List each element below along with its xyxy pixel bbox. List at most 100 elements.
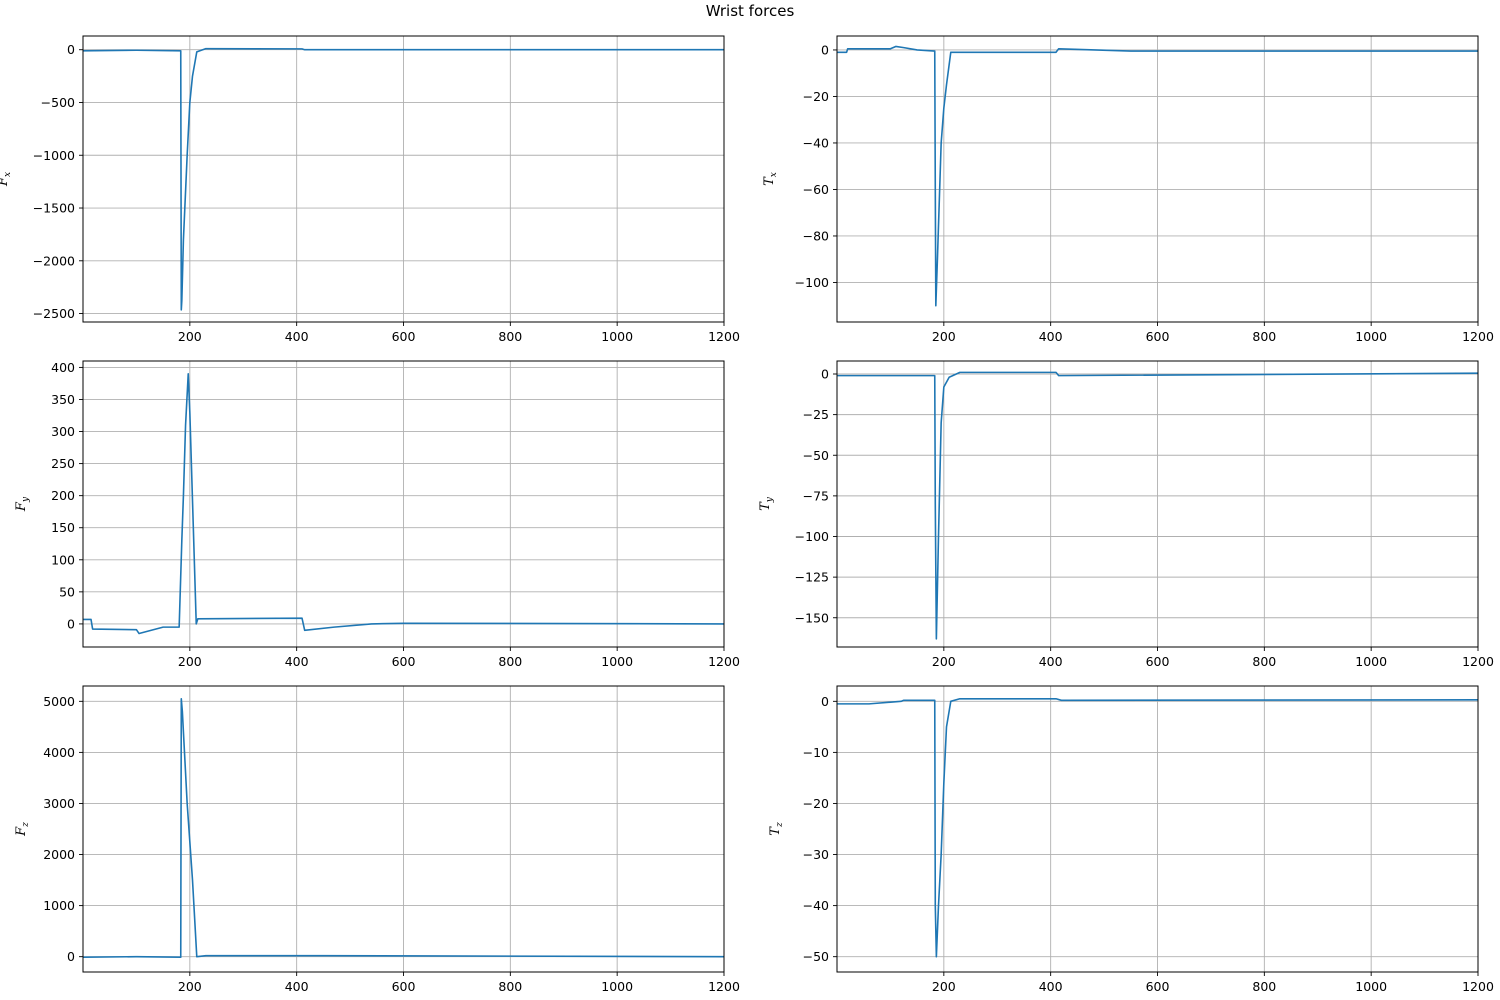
- x-tick-label: 400: [1039, 329, 1063, 344]
- y-tick-label: 0: [67, 42, 75, 57]
- y-axis-label-subscript: y: [765, 496, 775, 503]
- series-line: [83, 697, 724, 958]
- x-tick-label: 600: [392, 654, 416, 669]
- y-tick-label: −50: [803, 448, 829, 463]
- y-tick-label: 100: [51, 552, 75, 567]
- x-tick-label: 1200: [708, 979, 740, 994]
- y-tick-label: −150: [795, 610, 829, 625]
- y-tick-label: −1500: [33, 201, 75, 216]
- x-tick-label: 200: [178, 654, 202, 669]
- y-tick-label: −20: [803, 89, 829, 104]
- x-tick-label: 1000: [1355, 329, 1387, 344]
- series-line: [837, 371, 1478, 640]
- x-tick-label: 400: [285, 979, 309, 994]
- y-tick-label: −125: [795, 570, 829, 585]
- y-axis-label: Tx: [762, 172, 779, 186]
- x-tick-label: 800: [498, 979, 522, 994]
- y-tick-label: 400: [51, 360, 75, 375]
- x-tick-label: 400: [285, 329, 309, 344]
- subplot-fx: 200 400 600 800 1000 1200 0 −500 −1000 −1500 −2000…: [0, 35, 740, 344]
- y-tick-label: 4000: [43, 745, 75, 760]
- y-tick-label: 0: [821, 367, 829, 382]
- y-axis-label-symbol: F: [14, 826, 29, 837]
- x-tick-label: 1000: [601, 979, 633, 994]
- y-tick-label: −20: [803, 796, 829, 811]
- y-tick-label: −75: [803, 488, 829, 503]
- x-tick-label: 600: [392, 979, 416, 994]
- x-tick-label: 1000: [1355, 654, 1387, 669]
- y-tick-label: −50: [803, 949, 829, 964]
- y-tick-label: −30: [803, 847, 829, 862]
- x-tick-label: 200: [932, 979, 956, 994]
- y-tick-label: 50: [59, 584, 75, 599]
- x-tick-label: 200: [932, 329, 956, 344]
- y-tick-label: −40: [803, 135, 829, 150]
- x-tick-label: 400: [1039, 979, 1063, 994]
- subplot-ty: 200 400 600 800 1000 1200 0 −25 −50 −75 −100 −125 −1…: [758, 360, 1494, 669]
- y-tick-label: −1000: [33, 148, 75, 163]
- x-tick-label: 800: [498, 329, 522, 344]
- y-axis-label-symbol: T: [768, 826, 783, 836]
- x-tick-label: 600: [1146, 979, 1170, 994]
- y-tick-label: 350: [51, 392, 75, 407]
- y-tick-label: 200: [51, 488, 75, 503]
- y-tick-label: 150: [51, 520, 75, 535]
- y-axis-label-subscript: x: [769, 172, 779, 177]
- y-axis-label: Fy: [14, 496, 31, 512]
- x-tick-label: 600: [1146, 654, 1170, 669]
- subplot-tz: 200 400 600 800 1000 1200 0 −10 −20 −30 −40 −50 Tz: [768, 685, 1494, 994]
- y-tick-label: −40: [803, 898, 829, 913]
- series-line: [83, 47, 724, 311]
- x-tick-label: 600: [1146, 329, 1170, 344]
- y-axis-label-subscript: z: [21, 822, 31, 828]
- y-axis-label-symbol: F: [0, 176, 11, 187]
- x-tick-label: 800: [498, 654, 522, 669]
- y-axis-label-subscript: x: [3, 172, 13, 177]
- y-tick-label: 0: [821, 694, 829, 709]
- subplot-fy: 200 400 600 800 1000 1200 0 50 100 150 200 250 300 35…: [14, 360, 740, 669]
- x-tick-label: 200: [178, 979, 202, 994]
- y-tick-label: 1000: [43, 898, 75, 913]
- x-tick-label: 1000: [601, 329, 633, 344]
- x-tick-label: 600: [392, 329, 416, 344]
- y-tick-label: −10: [803, 745, 829, 760]
- y-tick-label: −500: [41, 95, 75, 110]
- x-tick-label: 1200: [1462, 329, 1494, 344]
- x-tick-label: 1000: [601, 654, 633, 669]
- figure-title: Wrist forces: [706, 2, 795, 20]
- y-axis-label-symbol: F: [14, 501, 29, 512]
- x-tick-label: 200: [932, 654, 956, 669]
- x-tick-label: 200: [178, 329, 202, 344]
- y-axis-label: Fz: [14, 822, 31, 837]
- subplot-tx: 200 400 600 800 1000 1200 0 −20 −40 −60 −80 −100 Tx: [762, 35, 1494, 344]
- y-tick-label: 2000: [43, 847, 75, 862]
- y-tick-label: 3000: [43, 796, 75, 811]
- y-tick-label: −2000: [33, 253, 75, 268]
- y-axis-label-symbol: T: [762, 176, 777, 186]
- x-tick-label: 1200: [1462, 654, 1494, 669]
- y-axis-label-subscript: z: [775, 822, 785, 828]
- y-axis-label: Tz: [768, 822, 785, 836]
- y-tick-label: −80: [803, 228, 829, 243]
- x-tick-label: 1200: [708, 329, 740, 344]
- x-tick-label: 800: [1252, 654, 1276, 669]
- x-tick-label: 1000: [1355, 979, 1387, 994]
- y-axis-label: Fx: [0, 172, 13, 187]
- y-tick-label: −2500: [33, 306, 75, 321]
- series-line: [837, 697, 1478, 958]
- x-tick-label: 800: [1252, 329, 1276, 344]
- x-tick-label: 1200: [1462, 979, 1494, 994]
- y-tick-label: 5000: [43, 694, 75, 709]
- y-tick-label: 250: [51, 456, 75, 471]
- y-tick-label: −60: [803, 182, 829, 197]
- y-tick-label: −100: [795, 275, 829, 290]
- y-tick-label: −25: [803, 407, 829, 422]
- y-tick-label: 0: [67, 616, 75, 631]
- y-axis-label-subscript: y: [21, 496, 31, 503]
- y-tick-label: −100: [795, 529, 829, 544]
- y-tick-label: 0: [67, 949, 75, 964]
- y-axis-label-symbol: T: [758, 501, 773, 511]
- series-line: [837, 45, 1478, 307]
